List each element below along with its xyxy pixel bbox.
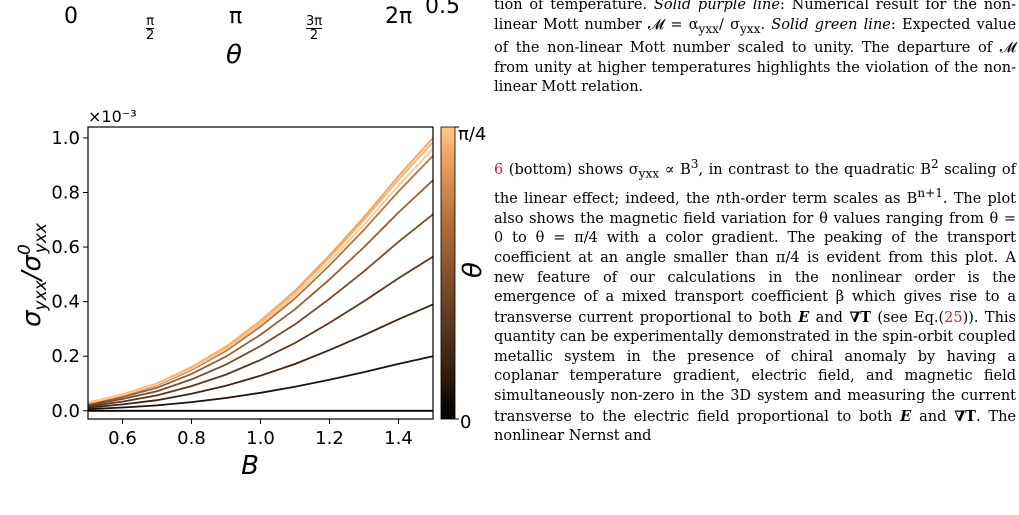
y-ticks: 0.0 0.2 0.4 0.6 0.8 1.0 [51, 128, 88, 422]
x-tick-label: 1.4 [384, 428, 413, 449]
sigma-vs-B-chart: 0.6 0.8 1.0 1.2 1.4 0.0 0.2 0.4 0.6 0.8 1.0 ×10⁻³… [15, 107, 488, 481]
series-line [87, 303, 434, 409]
top-tick-3pi-half: 3π 2 [306, 6, 323, 43]
top-tick-0: 0 [64, 4, 78, 29]
colorbar-min-label: 0 [460, 412, 471, 433]
series-line [87, 355, 434, 411]
series-line [87, 141, 434, 404]
series-line [87, 137, 434, 404]
y-tick-label: 1.0 [51, 128, 80, 149]
y-tick-label: 0.6 [51, 237, 80, 258]
equation-reference-link[interactable]: 25 [944, 309, 963, 326]
colorbar-label: θ [458, 262, 488, 278]
colorbar-max-label: π/4 [458, 124, 486, 145]
y-tick-label: 0.8 [51, 182, 80, 203]
top-tick-2pi: 2π [385, 4, 413, 29]
x-tick-label: 0.8 [177, 428, 206, 449]
figure-reference-link[interactable]: 6 [494, 161, 504, 178]
y-tick-label: 0.2 [51, 346, 80, 367]
top-tick-pi: π [229, 4, 243, 29]
y-multiplier: ×10⁻³ [88, 107, 137, 126]
x-tick-label: 0.6 [108, 428, 137, 449]
series-line [87, 141, 434, 404]
series-line [87, 155, 434, 405]
y-tick-label: 0.4 [51, 292, 80, 313]
series-line [87, 213, 434, 406]
body-paragraph: 6 (bottom) shows σyxx ∝ B3, in contrast … [494, 157, 1017, 445]
series-line [87, 255, 434, 408]
y-tick-label: 0.0 [51, 401, 80, 422]
colorbar [440, 126, 456, 420]
figure-caption: tion of temperature. Solid purple line: … [494, 0, 1017, 96]
svg-text:σyxx/σ0yxx: σyxx/σ0yxx [15, 222, 51, 327]
y-axis-label: σyxx/σ0yxx [15, 222, 51, 327]
x-tick-label: 1.2 [315, 428, 344, 449]
plot-area [87, 137, 434, 412]
x-tick-label: 1.0 [246, 428, 275, 449]
x-axis-label: B [241, 451, 259, 481]
top-panel-xlabel: θ [226, 40, 242, 70]
three-pi-half-fraction: 3π 2 [306, 14, 323, 43]
series-line [87, 148, 434, 404]
x-ticks: 0.6 0.8 1.0 1.2 1.4 [108, 419, 413, 449]
top-panel-right-number: 0.5 [425, 0, 460, 19]
series-line [87, 179, 434, 405]
